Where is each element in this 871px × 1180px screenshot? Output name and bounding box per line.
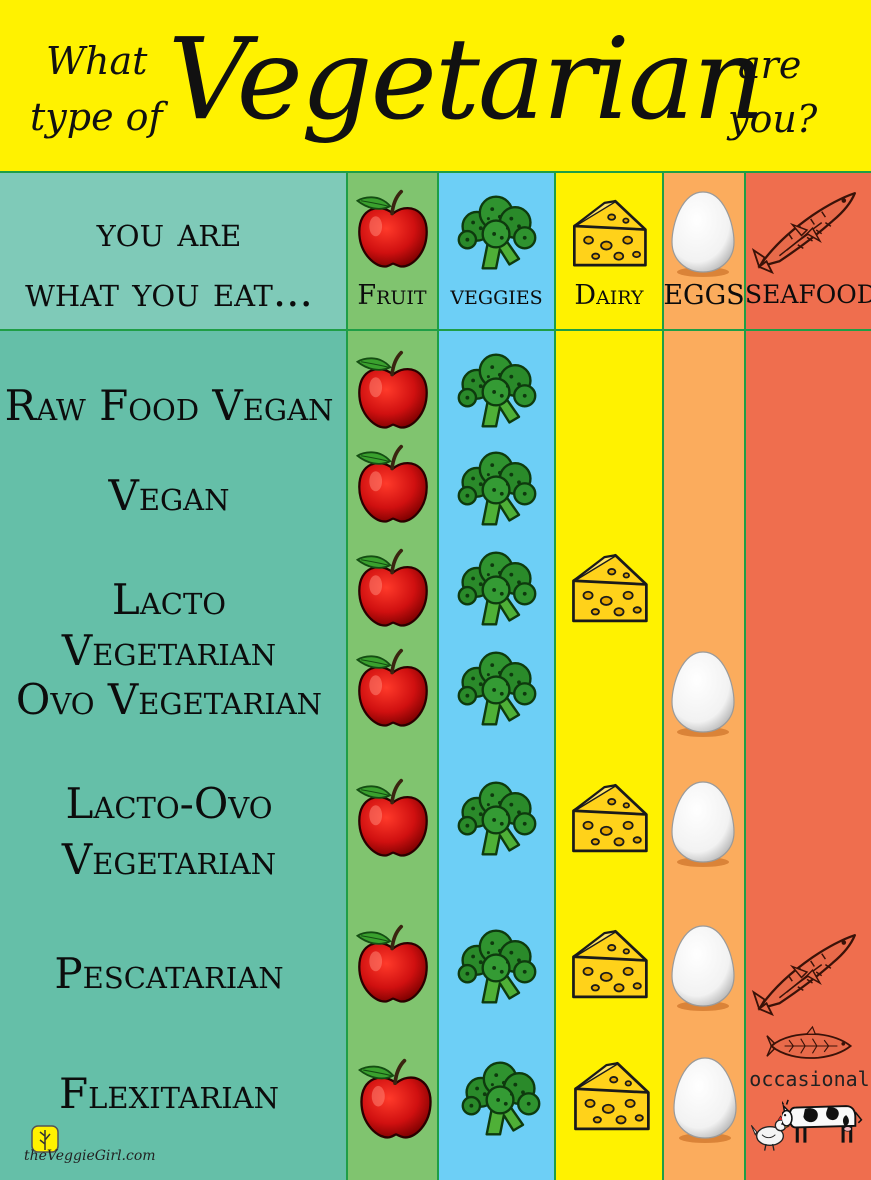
row-label-lacto-vegetarian: Lacto Vegetarian	[61, 575, 277, 676]
broccoli-icon	[456, 1056, 546, 1142]
broccoli-icon	[452, 646, 542, 732]
row-label-ovo-vegetarian: Ovo Vegetarian	[15, 675, 323, 724]
column-label-fruit: Fruit	[357, 280, 427, 311]
broccoli-icon	[452, 924, 542, 1010]
title-prefix-line1: What	[46, 39, 148, 83]
title-suffix-line2: you?	[728, 97, 818, 141]
broccoli-icon	[452, 446, 542, 532]
apple-icon	[352, 774, 434, 862]
row-label-lacto-ovo-line2: Vegetarian	[61, 835, 277, 884]
fish-icon	[748, 184, 866, 276]
intro-line1: you are	[96, 207, 242, 256]
apple-icon	[354, 1054, 438, 1144]
cheese-icon	[562, 194, 656, 274]
row-label-vegan: Vegan	[108, 471, 230, 520]
row-label-pescatarian: Pescatarian	[54, 949, 284, 998]
column-divider	[662, 172, 664, 1180]
column-divider	[437, 172, 439, 1180]
title-prefix-line2: type of	[30, 95, 163, 139]
apple-icon	[352, 346, 434, 434]
header-divider	[0, 171, 871, 173]
title-suffix-line1: are	[738, 43, 802, 87]
dairy-column	[555, 172, 663, 1180]
column-label-eggs: EGGS	[663, 280, 745, 311]
page-title: Vegetarian	[168, 15, 765, 145]
cheese-icon	[562, 548, 656, 630]
label-column	[0, 172, 346, 1180]
column-divider	[554, 172, 556, 1180]
column-divider	[744, 172, 746, 1180]
occasional-label: occasional	[749, 1067, 870, 1091]
intro-divider	[0, 329, 871, 331]
apple-icon	[352, 544, 434, 632]
intro-line2: what you eat...	[25, 267, 313, 316]
egg-icon	[670, 1054, 740, 1144]
column-label-veggies: veggies	[450, 280, 543, 311]
cheese-icon	[562, 924, 656, 1006]
broccoli-icon	[452, 776, 542, 862]
broccoli-icon	[452, 190, 542, 276]
fish-icon	[766, 1024, 856, 1068]
apple-icon	[352, 440, 434, 528]
egg-icon	[668, 648, 738, 738]
row-label-flexitarian: Flexitarian	[59, 1069, 279, 1118]
column-divider	[346, 172, 348, 1180]
apple-icon	[352, 644, 434, 732]
cheese-icon	[562, 778, 656, 860]
egg-icon	[668, 188, 738, 278]
logo-text: theVeggieGirl.com	[24, 1148, 156, 1164]
cow-icon	[782, 1090, 866, 1148]
header-banner: What type of Vegetarian are you?	[0, 0, 871, 172]
apple-icon	[352, 920, 434, 1008]
broccoli-icon	[452, 348, 542, 434]
egg-icon	[668, 778, 738, 868]
intro-cell	[0, 172, 346, 330]
cheese-icon	[564, 1056, 658, 1138]
column-label-seafood: SEAFOOD	[745, 280, 871, 309]
row-label-lacto-ovo: Lacto-Ovo	[65, 779, 273, 828]
apple-icon	[352, 186, 434, 272]
row-label-raw-food-vegan: Raw Food Vegan	[4, 381, 334, 430]
egg-icon	[668, 922, 738, 1012]
column-label-dairy: Dairy	[574, 280, 644, 311]
broccoli-icon	[452, 546, 542, 632]
fish-icon	[748, 926, 866, 1018]
logo	[31, 1125, 59, 1153]
